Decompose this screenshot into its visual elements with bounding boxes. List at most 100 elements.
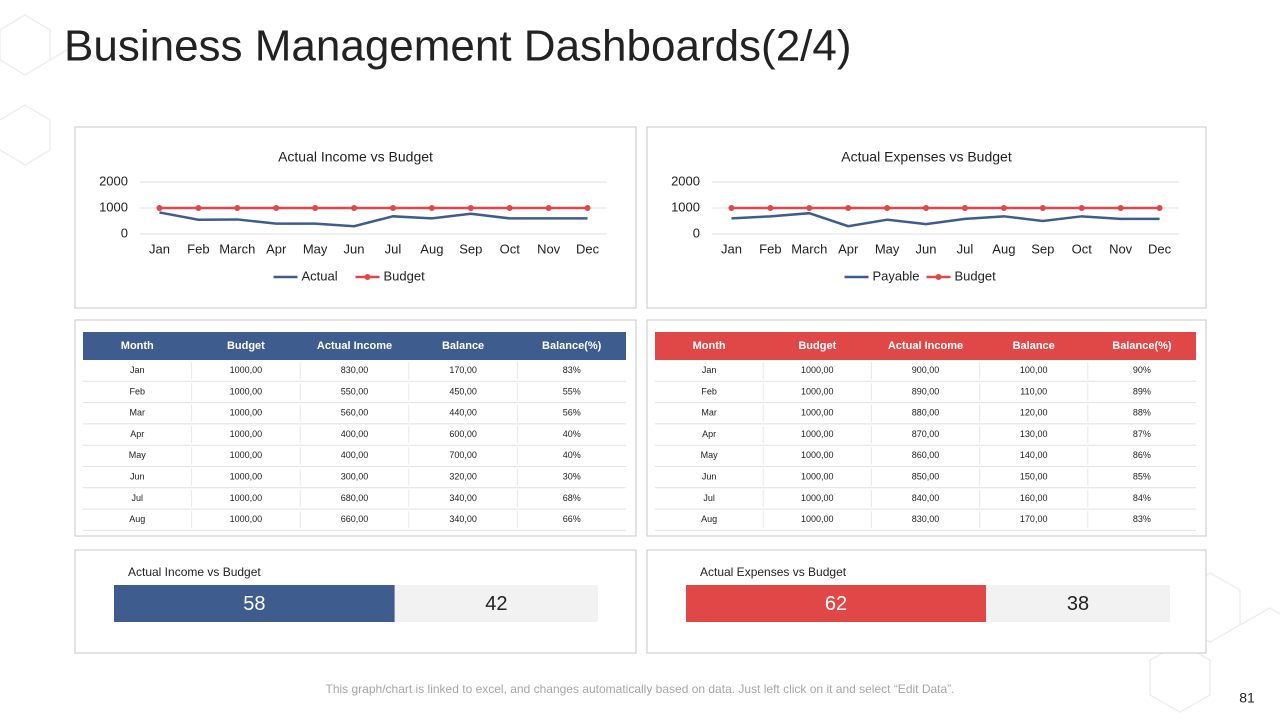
table-cell: Feb [701, 386, 717, 396]
line-marker [1000, 205, 1007, 211]
table-cell: Feb [130, 386, 146, 396]
table-cell: 1000,00 [230, 365, 263, 375]
x-tick-label: Oct [1072, 241, 1093, 256]
table-cell: Apr [130, 429, 144, 439]
table-cell: May [129, 450, 147, 460]
x-tick-label: Jun [916, 241, 937, 256]
table-cell: 140,00 [1020, 450, 1048, 460]
line-marker [156, 205, 163, 211]
table-cell: 400,00 [341, 429, 369, 439]
x-tick-label: Nov [1109, 241, 1133, 256]
table-cell: 110,00 [1020, 386, 1047, 396]
bar-segment [114, 585, 395, 622]
table-cell: 1000,00 [801, 472, 834, 482]
table-header-cell: Balance [1013, 340, 1055, 352]
table-cell: 130,00 [1020, 429, 1048, 439]
table-cell: 1000,00 [801, 514, 834, 524]
chart-title: Actual Expenses vs Budget [700, 565, 847, 579]
table-cell: 880,00 [912, 408, 940, 418]
table-cell: 340,00 [449, 514, 477, 524]
table-cell: Jun [702, 472, 717, 482]
series-line [731, 211, 1160, 228]
line-marker [312, 205, 319, 211]
table-cell: Jul [132, 493, 144, 503]
table-cell: 1000,00 [801, 450, 834, 460]
line-marker [923, 205, 930, 211]
x-tick-label: Apr [838, 241, 859, 256]
x-tick-label: May [303, 241, 328, 256]
table-cell: 1000,00 [801, 408, 834, 418]
x-tick-label: Jan [721, 241, 742, 256]
line-marker [767, 205, 774, 211]
table-cell: 870,00 [912, 429, 940, 439]
table-cell: 1000,00 [801, 493, 834, 503]
line-marker [467, 205, 474, 211]
y-tick-label: 2000 [99, 173, 128, 188]
table-cell: Aug [701, 514, 717, 524]
table-cell: 56% [563, 408, 581, 418]
table-cell: Mar [130, 408, 146, 418]
table-cell: 700,00 [449, 450, 477, 460]
table-cell: Jun [130, 472, 145, 482]
table-cell: 300,00 [341, 472, 369, 482]
line-marker [195, 205, 202, 211]
table-cell: 560,00 [341, 408, 369, 418]
line-marker [728, 205, 735, 211]
page-number: 81 [1239, 690, 1255, 706]
legend-marker [364, 274, 371, 280]
table-cell: 170,00 [449, 365, 477, 375]
table-cell: 830,00 [341, 365, 369, 375]
table-header-cell: Actual Income [317, 340, 392, 352]
table-cell: 440,00 [449, 408, 477, 418]
x-tick-label: Aug [992, 241, 1015, 256]
table-cell: 1000,00 [230, 408, 263, 418]
table-cell: 1000,00 [801, 365, 834, 375]
line-marker [884, 205, 891, 211]
line-marker [1117, 205, 1124, 211]
table-cell: Aug [129, 514, 145, 524]
table-cell: 1000,00 [230, 386, 263, 396]
chart-title: Actual Income vs Budget [128, 565, 261, 579]
table-cell: 1000,00 [230, 450, 263, 460]
table-header [83, 332, 626, 360]
line-marker [584, 205, 591, 211]
table-header-cell: Budget [798, 340, 836, 352]
table-cell: 1000,00 [230, 493, 263, 503]
table-cell: 85% [1133, 472, 1151, 482]
bar-segment [986, 585, 1170, 622]
table-cell: Mar [701, 408, 717, 418]
table-cell: 900,00 [912, 365, 940, 375]
table-cell: 550,00 [341, 386, 369, 396]
legend-label: Actual [302, 268, 338, 283]
table-header-cell: Balance [442, 340, 484, 352]
data-label: 62 [825, 593, 847, 615]
table-header-cell: Balance(%) [1112, 340, 1172, 352]
table-cell: 83% [563, 365, 581, 375]
line-marker [234, 205, 241, 211]
table-cell: 840,00 [912, 493, 940, 503]
line-marker [351, 205, 358, 211]
legend-label: Payable [873, 268, 920, 283]
table-cell: 40% [563, 429, 581, 439]
x-tick-label: Jul [385, 241, 402, 256]
table-cell: 160,00 [1020, 493, 1048, 503]
legend-marker [935, 274, 942, 280]
x-tick-label: Nov [537, 241, 561, 256]
table-cell: 68% [563, 493, 581, 503]
y-tick-label: 0 [121, 225, 128, 240]
x-tick-label: Dec [576, 241, 600, 256]
x-tick-label: Feb [759, 241, 781, 256]
table-cell: May [701, 450, 719, 460]
x-tick-label: Jun [344, 241, 365, 256]
chart-title: Actual Expenses vs Budget [841, 149, 1012, 165]
x-tick-label: May [875, 241, 900, 256]
x-tick-label: Apr [266, 241, 287, 256]
y-tick-label: 1000 [671, 199, 700, 214]
table-cell: 1000,00 [801, 429, 834, 439]
table-cell: 450,00 [449, 386, 477, 396]
table-cell: 830,00 [912, 514, 940, 524]
table-cell: 66% [563, 514, 581, 524]
table-cell: 600,00 [449, 429, 477, 439]
table-cell: 680,00 [341, 493, 369, 503]
